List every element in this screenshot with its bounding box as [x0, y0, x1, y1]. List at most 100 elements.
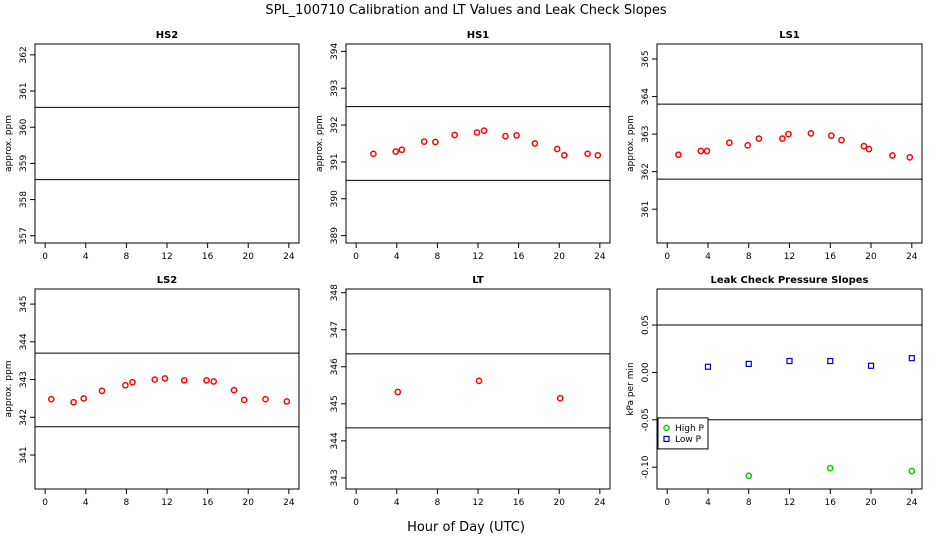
data-point: [827, 132, 835, 139]
x-tick-label: 4: [394, 498, 400, 508]
figure-title: SPL_100710 Calibration and LT Values and…: [265, 3, 667, 18]
y-tick-label: 348: [330, 284, 340, 301]
x-tick-label: 16: [513, 498, 525, 508]
y-tick-label: 393: [330, 80, 340, 97]
y-axis-label: approx. ppm: [626, 115, 636, 172]
x-tick-label: 8: [124, 498, 130, 508]
panel-ls2: LS2 approx. ppm 0 4 8 12 16 20 24 341 342 343 344 345: [4, 275, 300, 508]
data-point: [703, 147, 711, 155]
data-point: [151, 376, 159, 383]
x-tick-label: 12: [784, 498, 795, 508]
x-tick-label: 20: [865, 252, 877, 262]
data-point: [98, 387, 106, 395]
y-tick-label: -0.10: [641, 455, 651, 479]
y-tick-label: 362: [641, 163, 651, 180]
data-point: [370, 150, 377, 158]
x-tick-label: 4: [83, 498, 89, 508]
y-tick-label: 346: [330, 358, 340, 375]
data-point: [432, 138, 439, 146]
data-point: [584, 150, 592, 158]
data-point: [556, 394, 564, 402]
data-point: [70, 398, 77, 406]
data-point: [755, 135, 763, 142]
panel-title: LT: [472, 275, 484, 286]
data-point: [867, 362, 875, 369]
panel-ls1: LS1 approx. ppm 0 4 8 12 16 20 24 361 362 363 364 365: [626, 30, 923, 262]
panel-title: Leak Check Pressure Slopes: [711, 275, 869, 286]
x-tick-label: 24: [906, 252, 918, 262]
x-tick-label: 20: [865, 498, 877, 508]
data-point: [398, 146, 406, 154]
panel-leak: Leak Check Pressure Slopes kPa per min 0 4 8…: [626, 275, 923, 508]
data-point: [807, 130, 815, 137]
data-point: [745, 472, 753, 480]
y-tick-label: 364: [641, 88, 651, 105]
x-tick-label: 12: [784, 252, 795, 262]
y-tick-label: 344: [330, 432, 340, 449]
x-tick-label: 12: [472, 252, 483, 262]
x-tick-label: 8: [124, 252, 130, 262]
data-point: [283, 398, 291, 405]
data-point: [553, 145, 561, 153]
y-tick-label: 345: [330, 395, 340, 412]
data-point: [779, 135, 786, 142]
panel-lt: LT 0 4 8 12 16 20 24 343 344 345 346 347 348: [330, 275, 611, 508]
data-point: [473, 129, 481, 136]
y-tick-label: 359: [19, 155, 29, 172]
panel-frame: [34, 288, 300, 490]
y-tick-label: 344: [19, 333, 29, 350]
x-tick-label: 12: [161, 498, 172, 508]
legend-marker: [663, 435, 670, 443]
data-point: [451, 131, 458, 139]
data-point: [230, 386, 238, 394]
data-point: [394, 388, 402, 396]
data-point: [531, 140, 539, 147]
x-tick-label: 0: [42, 252, 48, 262]
data-point: [826, 464, 834, 472]
data-point: [726, 139, 733, 147]
y-tick-label: 343: [19, 371, 29, 388]
y-tick-label: 362: [19, 46, 29, 63]
legend-marker: [663, 424, 670, 432]
y-tick-label: 357: [19, 227, 29, 244]
data-point: [785, 130, 792, 138]
x-tick-label: 0: [353, 498, 359, 508]
x-tick-label: 16: [202, 498, 214, 508]
data-point: [203, 376, 210, 384]
data-point: [697, 147, 705, 155]
y-tick-label: -0.05: [641, 408, 651, 431]
x-tick-label: 12: [161, 252, 172, 262]
data-point: [827, 357, 834, 365]
y-tick-label: 390: [330, 190, 340, 207]
y-tick-label: 365: [641, 50, 651, 67]
y-tick-label: 358: [19, 191, 29, 208]
data-point: [180, 376, 188, 384]
x-tick-label: 0: [664, 498, 670, 508]
y-tick-label: 389: [330, 227, 340, 244]
data-point: [745, 360, 752, 367]
data-point: [889, 152, 896, 159]
y-tick-label: 345: [19, 296, 29, 313]
y-tick-label: 347: [330, 321, 340, 338]
x-tick-label: 8: [435, 498, 441, 508]
data-point: [502, 132, 509, 140]
data-point: [786, 357, 793, 365]
y-axis-label: kPa per min: [626, 362, 636, 415]
x-tick-label: 20: [243, 498, 255, 508]
y-axis-label: approx. ppm: [4, 361, 14, 418]
panel-hs1: HS1 approx. ppm 0 4 8 12 16 20 24 389 390 391 392 393…: [315, 30, 611, 262]
x-tick-label: 4: [705, 252, 711, 262]
x-tick-label: 16: [825, 498, 837, 508]
x-tick-label: 24: [594, 498, 606, 508]
data-point: [392, 148, 400, 155]
x-tick-label: 12: [472, 498, 483, 508]
x-tick-label: 16: [202, 252, 214, 262]
x-tick-label: 16: [513, 252, 525, 262]
y-tick-label: 361: [641, 201, 651, 218]
data-point: [908, 467, 916, 475]
x-tick-label: 20: [554, 498, 566, 508]
data-point: [480, 127, 488, 134]
data-point: [704, 363, 712, 370]
data-point: [80, 395, 88, 402]
